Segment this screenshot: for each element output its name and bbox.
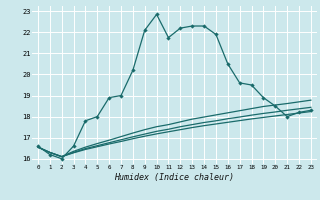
X-axis label: Humidex (Indice chaleur): Humidex (Indice chaleur) [115,173,234,182]
